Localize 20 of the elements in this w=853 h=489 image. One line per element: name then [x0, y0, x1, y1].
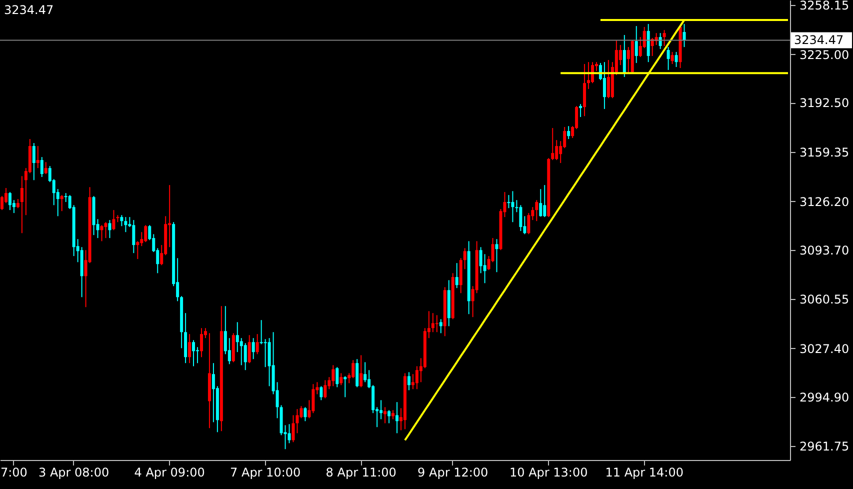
y-tick-label: 2994.90 [800, 390, 850, 404]
y-tick-label: 3093.70 [800, 243, 850, 258]
annotation: 3234.47 [4, 3, 54, 17]
y-tick-label: 3159.35 [800, 146, 850, 160]
y-tick-label: 3027.40 [800, 342, 850, 356]
x-tick-label: 7:00 [0, 466, 28, 480]
x-tick-label: 7 Apr 10:00 [230, 466, 301, 480]
y-tick-label: 3258.15 [800, 0, 850, 12]
y-tick-label: 3225.00 [800, 48, 850, 62]
y-tick-label: 3192.50 [800, 96, 850, 110]
x-tick-label: 9 Apr 12:00 [418, 466, 488, 480]
y-tick-label: 3126.20 [800, 194, 850, 209]
y-tick-label: 3060.55 [800, 292, 850, 307]
x-tick-label: 11 Apr 14:00 [605, 466, 684, 480]
x-tick-label: 10 Apr 13:00 [509, 466, 588, 480]
ref-line-label: 3234.47 [794, 33, 844, 48]
x-tick-label: 4 Apr 09:00 [134, 466, 205, 480]
y-tick-label: 2961.75 [800, 440, 850, 454]
x-tick-label: 8 Apr 11:00 [326, 466, 396, 480]
x-tick-label: 3 Apr 08:00 [38, 466, 110, 480]
